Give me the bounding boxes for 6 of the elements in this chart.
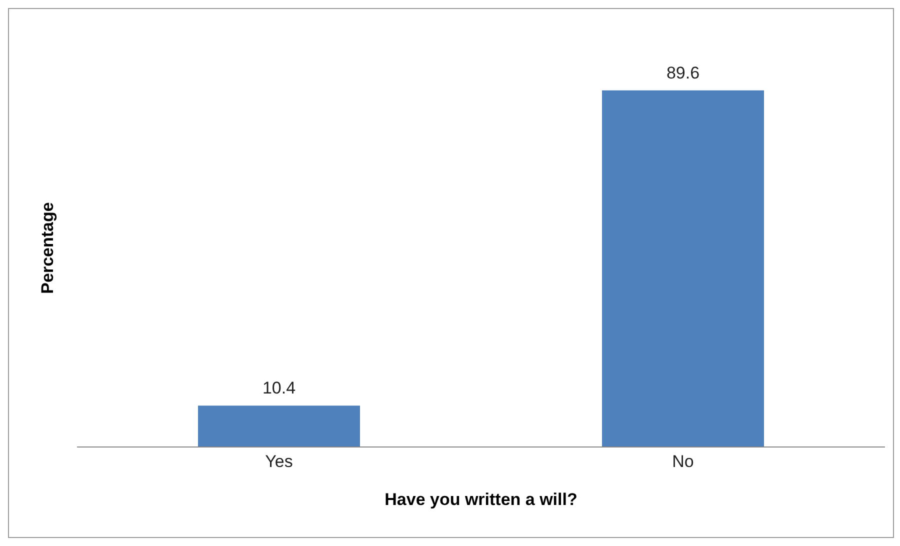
y-axis-title: Percentage — [38, 202, 58, 294]
data-label: 10.4 — [262, 378, 296, 398]
x-axis-title: Have you written a will? — [384, 490, 578, 509]
x-tick-label: Yes — [265, 452, 293, 472]
data-label: 89.6 — [666, 63, 700, 82]
x-tick-label: No — [672, 452, 694, 472]
